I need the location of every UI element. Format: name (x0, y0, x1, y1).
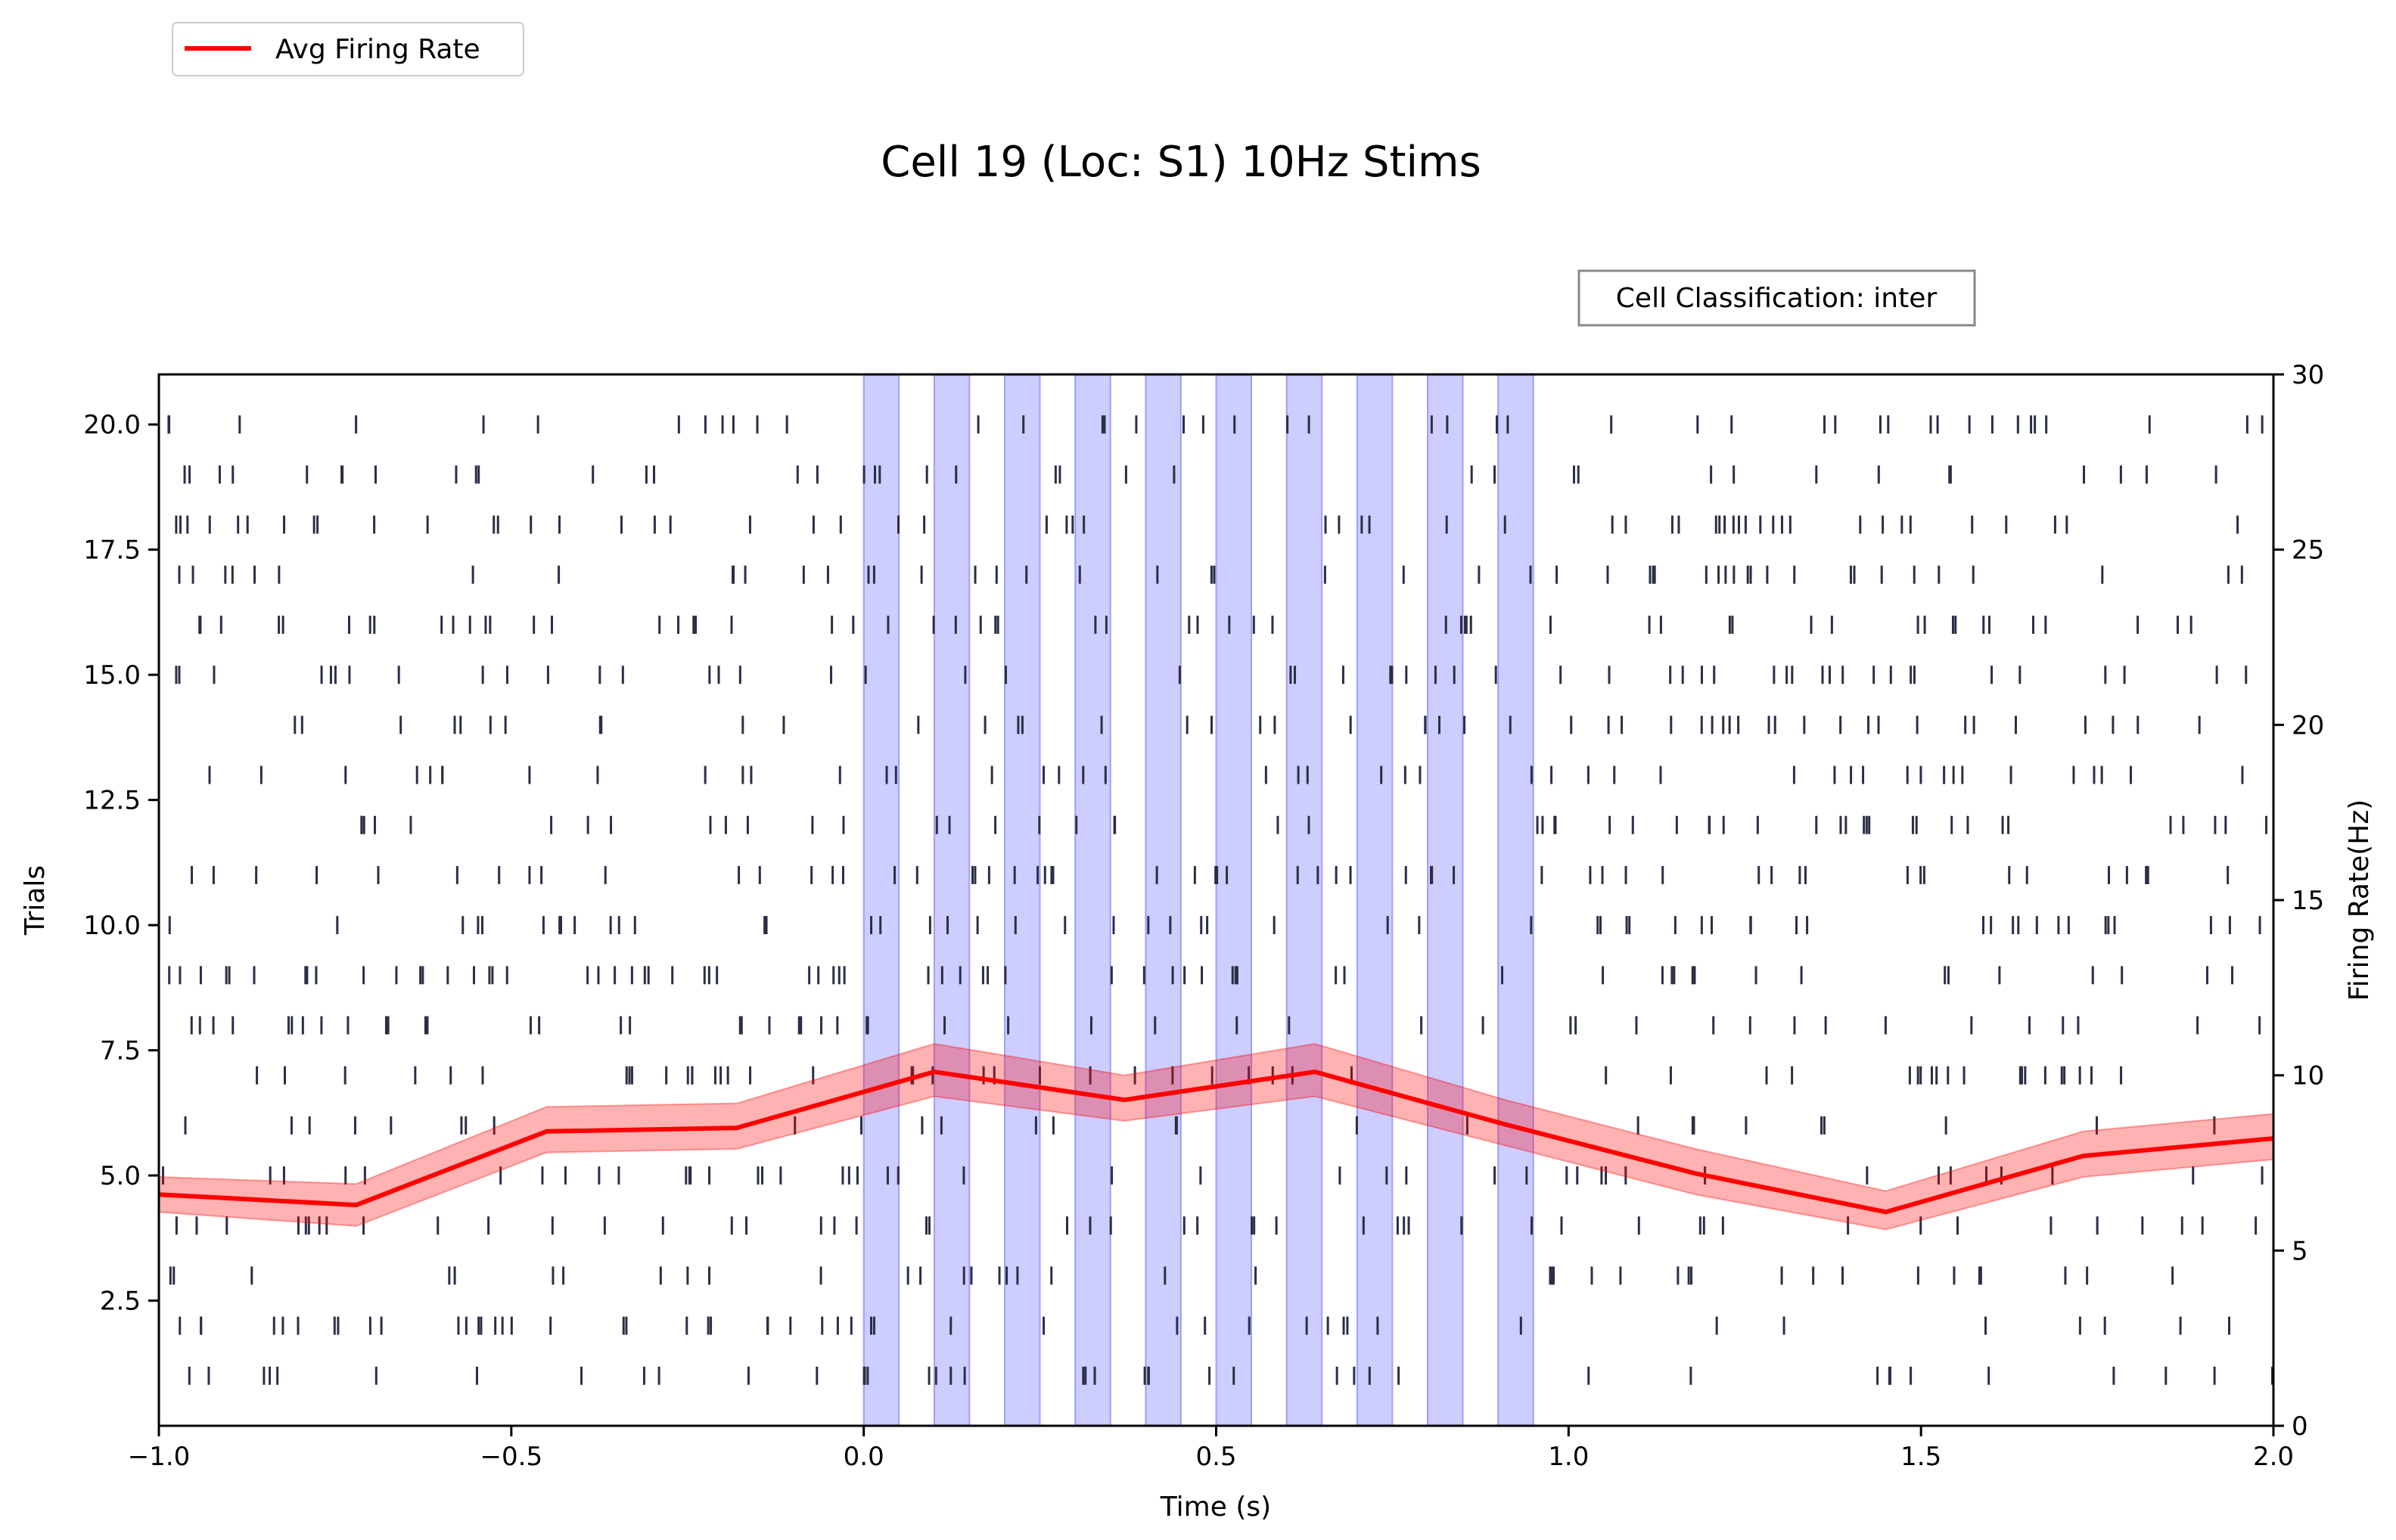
classification-annotation: Cell Classification: inter (1577, 269, 1976, 327)
y-axis-left: 2.5 5.0 7.5 10.0 12.5 15.0 17.5 20.0 (83, 410, 159, 1317)
stim-window (1285, 374, 1323, 1427)
stim-window (1145, 374, 1182, 1427)
y-left-tick-label: 12.5 (83, 786, 141, 816)
y-right-tick-label: 15 (2292, 886, 2324, 916)
firing-rate-line (158, 1070, 2274, 1215)
stim-window (1004, 374, 1041, 1427)
y-right-tick-label: 30 (2292, 360, 2324, 390)
y-left-tick-label: 17.5 (83, 536, 141, 566)
legend-box (172, 22, 524, 76)
y-axis-left-label: Trials (20, 865, 51, 936)
y-right-tick-label: 0 (2292, 1411, 2308, 1442)
chart-title: Cell 19 (Loc: S1) 10Hz Stims (881, 138, 1481, 187)
x-tick-label: 1.0 (1548, 1442, 1589, 1472)
y-right-tick-label: 25 (2292, 536, 2324, 566)
x-tick-label: −1.0 (128, 1442, 191, 1472)
x-axis-label: Time (s) (1160, 1492, 1271, 1523)
x-tick-label: 2.0 (2253, 1442, 2294, 1472)
y-right-tick-label: 20 (2292, 710, 2324, 741)
y-left-tick-label: 7.5 (100, 1036, 141, 1067)
y-axis-right: 0 5 10 15 20 25 30 (2273, 360, 2324, 1442)
y-left-tick-label: 2.5 (100, 1287, 141, 1317)
y-left-tick-label: 10.0 (83, 911, 141, 941)
annotation-text: Cell Classification: inter (1616, 283, 1938, 314)
stim-window (1427, 374, 1464, 1427)
legend-label: Avg Firing Rate (275, 34, 480, 65)
stim-window (1356, 374, 1394, 1427)
x-tick-label: −0.5 (480, 1442, 543, 1472)
y-right-tick-label: 10 (2292, 1061, 2324, 1091)
x-tick-label: 0.0 (844, 1442, 884, 1472)
stim-window (862, 374, 900, 1427)
y-left-tick-label: 5.0 (100, 1161, 141, 1191)
y-left-tick-label: 20.0 (83, 410, 141, 440)
stim-window (1215, 374, 1253, 1427)
x-axis: −1.0 −0.5 0.0 0.5 1.0 1.5 2.0 (128, 1426, 2294, 1472)
y-axis-right-label: Firing Rate(Hz) (2344, 799, 2375, 1001)
spike-raster (157, 415, 2273, 1385)
y-left-tick-label: 15.0 (83, 660, 141, 691)
stim-window (1074, 374, 1111, 1427)
stim-window (1497, 374, 1534, 1427)
annotation-box (1577, 269, 1976, 327)
legend: Avg Firing Rate (172, 22, 524, 76)
x-tick-label: 1.5 (1900, 1442, 1941, 1472)
y-right-tick-label: 5 (2292, 1236, 2308, 1266)
x-tick-label: 0.5 (1195, 1442, 1236, 1472)
